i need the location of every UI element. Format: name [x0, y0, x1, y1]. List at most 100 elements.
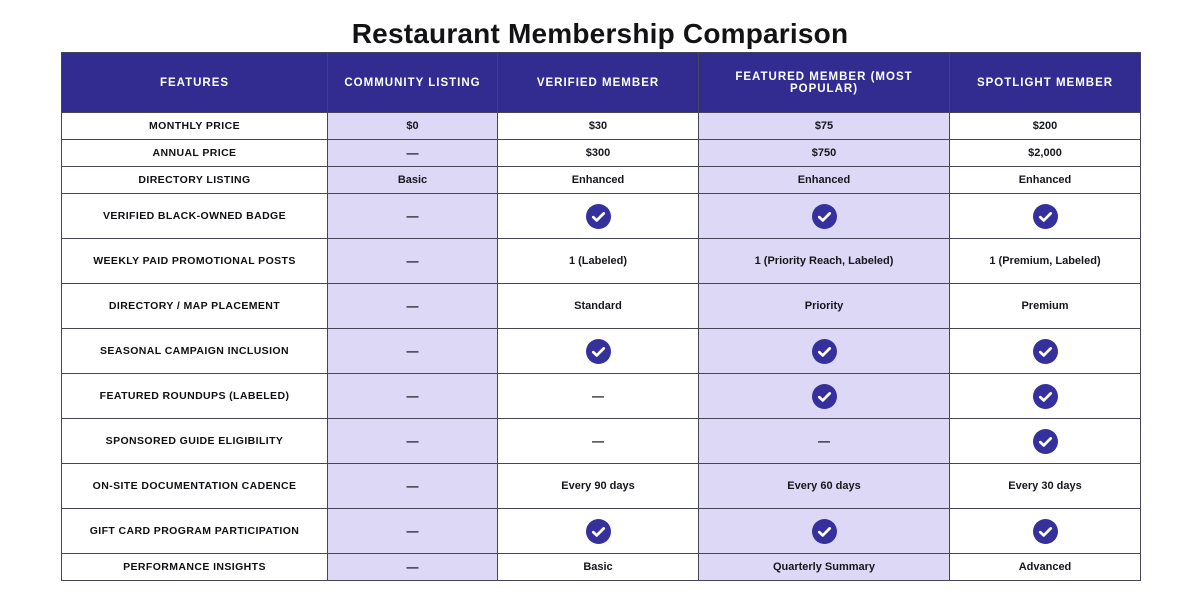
column-header-verified-member: VERIFIED MEMBER — [497, 52, 699, 113]
dash-placeholder: — — [406, 434, 419, 448]
value-cell-check — [949, 328, 1141, 374]
value-cell-check — [949, 373, 1141, 419]
value-cell: — — [327, 463, 498, 509]
dash-placeholder: — — [406, 254, 419, 268]
value-cell: Standard — [497, 283, 699, 329]
check-circle-icon — [811, 383, 837, 409]
dash-placeholder: — — [406, 560, 419, 574]
column-header-spotlight-member: SPOTLIGHT MEMBER — [949, 52, 1141, 113]
table-row-directory-map-placement: DIRECTORY / MAP PLACEMENT — Standard Priori… — [61, 283, 1141, 329]
value-cell-check — [949, 193, 1141, 239]
value-cell: — — [327, 238, 498, 284]
table-row-verified-black-owned-badge: VERIFIED BLACK-OWNED BADGE — — [61, 193, 1141, 239]
value-cell: — — [327, 553, 498, 581]
value-cell-check — [497, 328, 699, 374]
feature-cell: ANNUAL PRICE — [61, 139, 328, 167]
feature-cell: FEATURED ROUNDUPS (LABELED) — [61, 373, 328, 419]
table-row-seasonal-campaign-inclusion: SEASONAL CAMPAIGN INCLUSION — — [61, 328, 1141, 374]
table-row-performance-insights: PERFORMANCE INSIGHTS — Basic Quarterly Summ… — [61, 553, 1141, 581]
value-cell: 1 (Priority Reach, Labeled) — [698, 238, 950, 284]
check-circle-icon — [1032, 518, 1058, 544]
value-cell: — — [327, 508, 498, 554]
value-cell: 1 (Labeled) — [497, 238, 699, 284]
value-cell: 1 (Premium, Labeled) — [949, 238, 1141, 284]
dash-placeholder: — — [406, 209, 419, 223]
table-row-directory-listing: DIRECTORY LISTING Basic Enhanced Enhanced En… — [61, 166, 1141, 194]
dash-placeholder: — — [592, 434, 604, 448]
dash-placeholder: — — [406, 146, 419, 160]
feature-cell: GIFT CARD PROGRAM PARTICIPATION — [61, 508, 328, 554]
value-cell: — — [698, 418, 950, 464]
value-cell: Priority — [698, 283, 950, 329]
value-cell: $2,000 — [949, 139, 1141, 167]
feature-cell: ON-SITE DOCUMENTATION CADENCE — [61, 463, 328, 509]
check-circle-icon — [1032, 383, 1058, 409]
value-cell: $200 — [949, 112, 1141, 140]
value-cell-check — [497, 193, 699, 239]
value-cell: Basic — [327, 166, 498, 194]
table-body: MONTHLY PRICE $0 $30 $75 $200 ANNUAL PRICE — $3… — [61, 112, 1141, 581]
check-circle-icon — [811, 338, 837, 364]
table-row-sponsored-guide-eligibility: SPONSORED GUIDE ELIGIBILITY — — — — [61, 418, 1141, 464]
dash-placeholder: — — [406, 524, 419, 538]
value-cell: — — [327, 283, 498, 329]
table-row-annual-price: ANNUAL PRICE — $300 $750 $2,000 — [61, 139, 1141, 167]
value-cell-check — [698, 373, 950, 419]
value-cell: Enhanced — [698, 166, 950, 194]
value-cell: $75 — [698, 112, 950, 140]
check-circle-icon — [811, 203, 837, 229]
feature-cell: MONTHLY PRICE — [61, 112, 328, 140]
dash-placeholder: — — [592, 389, 604, 403]
membership-comparison-table: FEATURES COMMUNITY LISTING VERIFIED MEMBER… — [61, 52, 1141, 581]
table-row-featured-roundups-labeled: FEATURED ROUNDUPS (LABELED) — — — [61, 373, 1141, 419]
value-cell: Premium — [949, 283, 1141, 329]
value-cell: — — [327, 328, 498, 374]
value-cell: — — [327, 193, 498, 239]
feature-cell: WEEKLY PAID PROMOTIONAL POSTS — [61, 238, 328, 284]
value-cell-check — [949, 418, 1141, 464]
column-header-features: FEATURES — [61, 52, 328, 113]
value-cell: — — [327, 139, 498, 167]
value-cell-check — [497, 508, 699, 554]
feature-cell: DIRECTORY LISTING — [61, 166, 328, 194]
feature-cell: SEASONAL CAMPAIGN INCLUSION — [61, 328, 328, 374]
feature-cell: DIRECTORY / MAP PLACEMENT — [61, 283, 328, 329]
dash-placeholder: — — [406, 344, 419, 358]
page-title: Restaurant Membership Comparison — [351, 18, 849, 49]
value-cell: Enhanced — [949, 166, 1141, 194]
value-cell: $30 — [497, 112, 699, 140]
value-cell: Every 30 days — [949, 463, 1141, 509]
value-cell: — — [327, 373, 498, 419]
value-cell: — — [327, 418, 498, 464]
value-cell: Every 90 days — [497, 463, 699, 509]
value-cell-check — [698, 508, 950, 554]
value-cell: Basic — [497, 553, 699, 581]
check-circle-icon — [811, 518, 837, 544]
value-cell: $300 — [497, 139, 699, 167]
dash-placeholder: — — [406, 479, 419, 493]
value-cell: — — [497, 373, 699, 419]
check-circle-icon — [585, 338, 611, 364]
check-circle-icon — [585, 518, 611, 544]
table-row-on-site-documentation-cadence: ON-SITE DOCUMENTATION CADENCE — Every 90 d… — [61, 463, 1141, 509]
value-cell: Quarterly Summary — [698, 553, 950, 581]
feature-cell: PERFORMANCE INSIGHTS — [61, 553, 328, 581]
dash-placeholder: — — [406, 299, 419, 313]
value-cell: $750 — [698, 139, 950, 167]
value-cell: $0 — [327, 112, 498, 140]
value-cell: Advanced — [949, 553, 1141, 581]
header-row: FEATURES COMMUNITY LISTING VERIFIED MEMBER… — [61, 52, 1141, 113]
feature-cell: SPONSORED GUIDE ELIGIBILITY — [61, 418, 328, 464]
value-cell: Enhanced — [497, 166, 699, 194]
check-circle-icon — [1032, 338, 1058, 364]
check-circle-icon — [1032, 203, 1058, 229]
value-cell: — — [497, 418, 699, 464]
dash-placeholder: — — [406, 389, 419, 403]
dash-placeholder: — — [818, 434, 830, 448]
table-row-monthly-price: MONTHLY PRICE $0 $30 $75 $200 — [61, 112, 1141, 140]
value-cell-check — [949, 508, 1141, 554]
feature-cell: VERIFIED BLACK-OWNED BADGE — [61, 193, 328, 239]
value-cell: Every 60 days — [698, 463, 950, 509]
value-cell-check — [698, 193, 950, 239]
check-circle-icon — [585, 203, 611, 229]
